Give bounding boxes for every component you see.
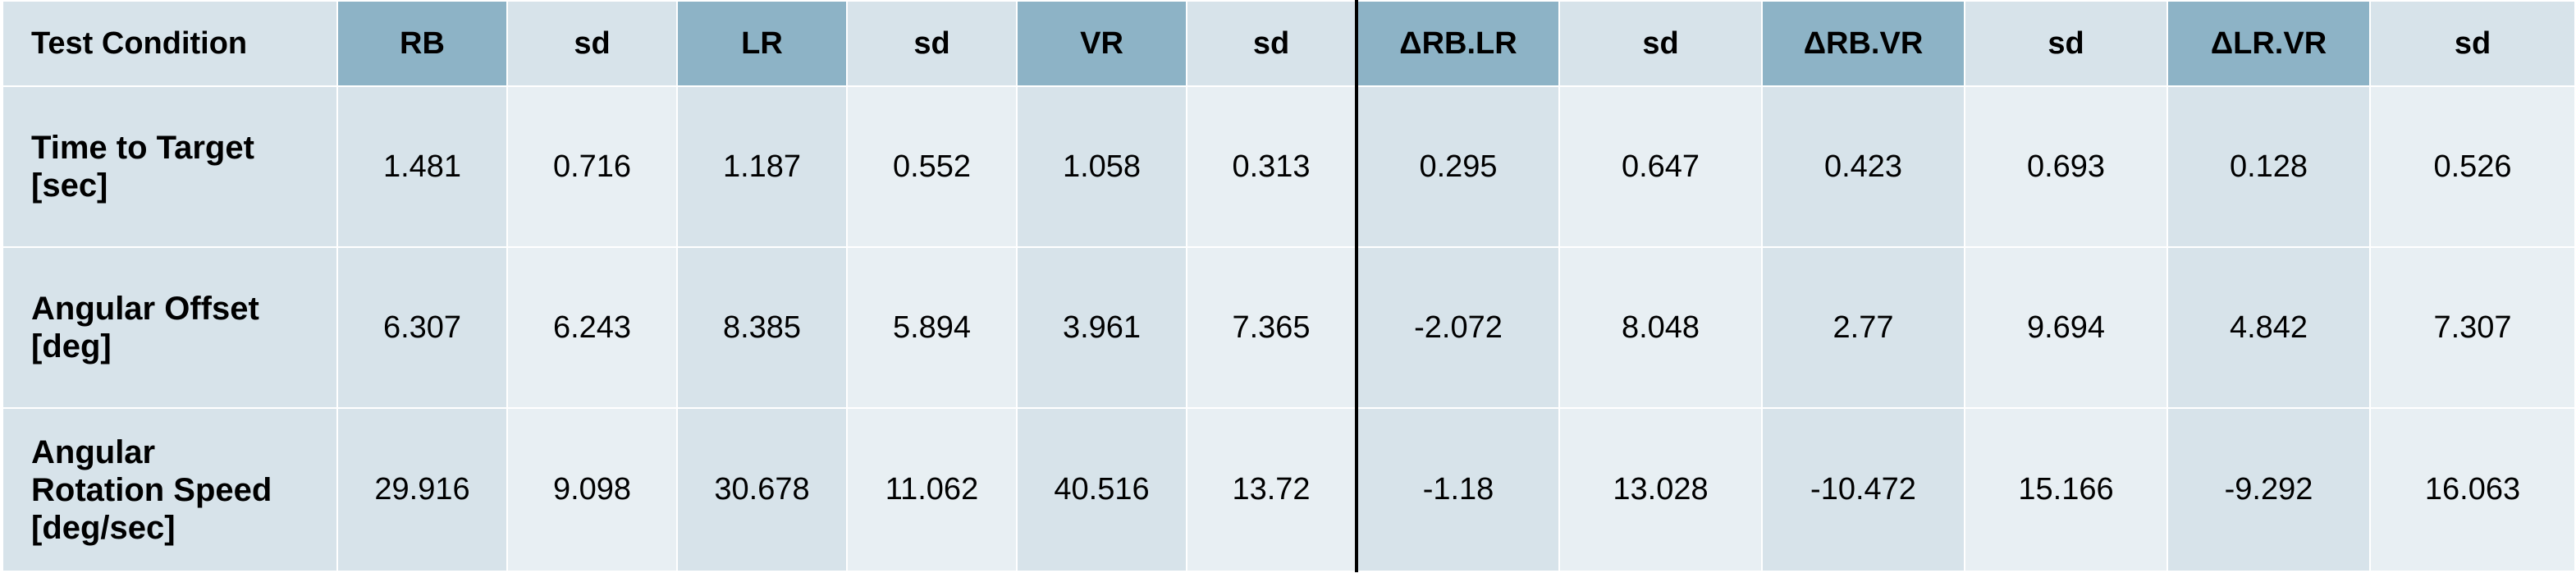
cell-value: 9.098	[506, 407, 678, 572]
row-label-line: Rotation Speed	[31, 471, 272, 508]
cell-value: 0.423	[1761, 85, 1965, 248]
results-table: Test Condition RB sd LR sd VR sd ΔRB.LR …	[2, 0, 2576, 572]
row-label: Angular Offset [deg]	[2, 246, 338, 409]
header-lr-sd: sd	[846, 0, 1018, 87]
header-delta-lr-vr-sd: sd	[2369, 0, 2576, 87]
header-rb-sd: sd	[506, 0, 678, 87]
row-label: Angular Rotation Speed [deg/sec]	[2, 407, 338, 572]
cell-value: 6.307	[336, 246, 508, 409]
cell-value: 0.716	[506, 85, 678, 248]
cell-value: 8.048	[1558, 246, 1763, 409]
cell-value: 8.385	[676, 246, 848, 409]
cell-value: 1.058	[1016, 85, 1187, 248]
cell-value: 0.647	[1558, 85, 1763, 248]
header-vr-sd: sd	[1186, 0, 1357, 87]
header-test-condition: Test Condition	[2, 0, 338, 87]
header-lr: LR	[676, 0, 848, 87]
cell-value: 0.128	[2166, 85, 2371, 248]
cell-value: 30.678	[676, 407, 848, 572]
cell-value: 0.526	[2369, 85, 2576, 248]
cell-value: 7.365	[1186, 246, 1357, 409]
cell-value: 4.842	[2166, 246, 2371, 409]
header-rb: RB	[336, 0, 508, 87]
cell-value: -2.072	[1355, 246, 1560, 409]
header-delta-rb-lr: ΔRB.LR	[1355, 0, 1560, 87]
row-angular-rotation-speed: Angular Rotation Speed [deg/sec] 29.916 …	[2, 407, 2576, 572]
row-label-line: Time to Target	[31, 130, 254, 166]
row-label-line: [deg/sec]	[31, 509, 176, 546]
row-angular-offset: Angular Offset [deg] 6.307 6.243 8.385 5…	[2, 246, 2576, 409]
cell-value: 40.516	[1016, 407, 1187, 572]
row-label-line: [deg]	[31, 328, 112, 365]
cell-value: -9.292	[2166, 407, 2371, 572]
header-delta-lr-vr: ΔLR.VR	[2166, 0, 2371, 87]
row-label-line: Angular Offset	[31, 291, 259, 327]
header-delta-rb-lr-sd: sd	[1558, 0, 1763, 87]
row-label-line: [sec]	[31, 167, 108, 204]
row-label: Time to Target [sec]	[2, 85, 338, 248]
cell-value: 3.961	[1016, 246, 1187, 409]
header-vr: VR	[1016, 0, 1187, 87]
cell-value: 0.693	[1964, 85, 2168, 248]
cell-value: 2.77	[1761, 246, 1965, 409]
cell-value: 0.552	[846, 85, 1018, 248]
row-time-to-target: Time to Target [sec] 1.481 0.716 1.187 0…	[2, 85, 2576, 248]
header-row: Test Condition RB sd LR sd VR sd ΔRB.LR …	[2, 0, 2576, 87]
cell-value: -1.18	[1355, 407, 1560, 572]
cell-value: 9.694	[1964, 246, 2168, 409]
cell-value: 29.916	[336, 407, 508, 572]
cell-value: 1.481	[336, 85, 508, 248]
cell-value: 11.062	[846, 407, 1018, 572]
header-delta-rb-vr-sd: sd	[1964, 0, 2168, 87]
cell-value: 0.295	[1355, 85, 1560, 248]
cell-value: 7.307	[2369, 246, 2576, 409]
cell-value: 13.72	[1186, 407, 1357, 572]
cell-value: 1.187	[676, 85, 848, 248]
cell-value: 6.243	[506, 246, 678, 409]
cell-value: 13.028	[1558, 407, 1763, 572]
cell-value: 5.894	[846, 246, 1018, 409]
cell-value: 16.063	[2369, 407, 2576, 572]
row-label-line: Angular	[31, 433, 156, 470]
header-delta-rb-vr: ΔRB.VR	[1761, 0, 1965, 87]
cell-value: 15.166	[1964, 407, 2168, 572]
cell-value: -10.472	[1761, 407, 1965, 572]
cell-value: 0.313	[1186, 85, 1357, 248]
